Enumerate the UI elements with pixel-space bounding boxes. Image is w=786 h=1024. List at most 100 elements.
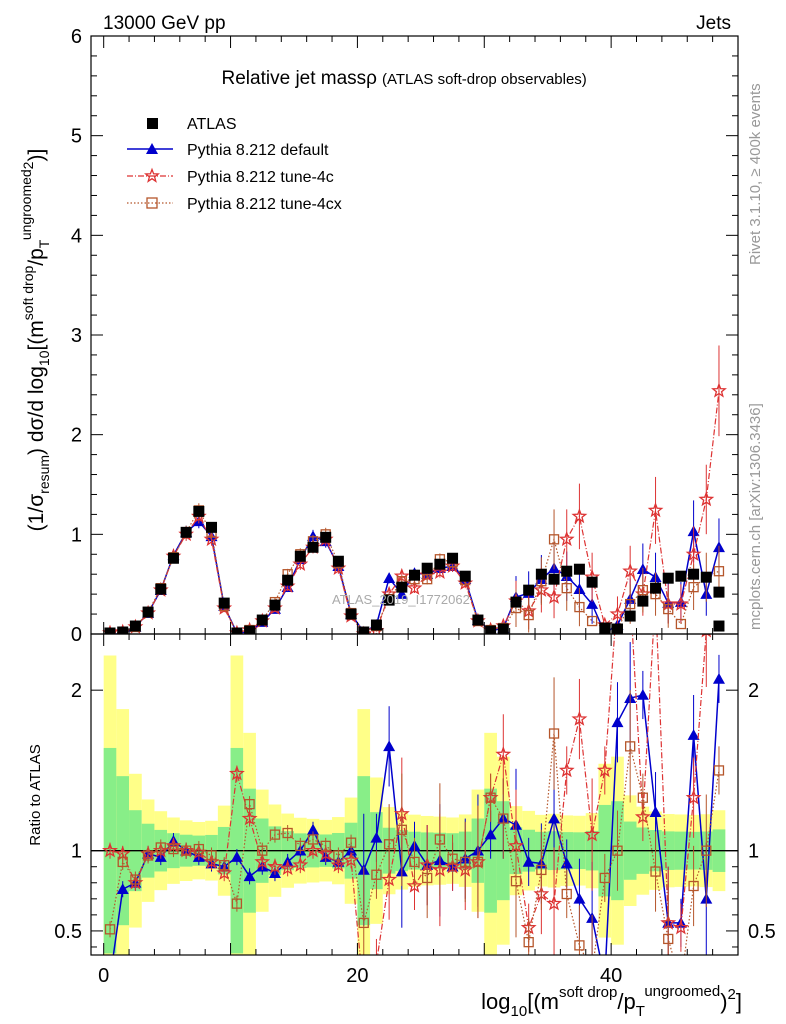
atlas-marker <box>256 614 268 626</box>
atlas-data-point <box>510 596 522 608</box>
atlas-data-point <box>294 550 306 562</box>
ratio-point-tune4cx <box>637 792 649 803</box>
atlas-marker <box>650 582 662 594</box>
atlas-marker <box>700 571 712 583</box>
atlas-data-point <box>167 552 179 564</box>
atlas-marker <box>497 623 509 634</box>
ratio-point-tune4cx <box>155 842 166 853</box>
atlas-data-point <box>383 594 395 606</box>
atlas-data-point <box>421 562 433 574</box>
ratio-point-tune4cx <box>206 850 217 861</box>
ratio-point-tune4cx <box>485 792 496 803</box>
ratio-point-tune4c <box>596 762 613 778</box>
atlas-data-point <box>320 531 332 543</box>
ratio-point-tune4cx <box>510 876 522 887</box>
atlas-marker <box>447 552 459 564</box>
point-tune4c <box>609 605 626 621</box>
ratio-point-tune4cx <box>333 850 344 861</box>
ratio-point-tune4c <box>228 765 245 781</box>
ratio-panel-series <box>91 634 738 955</box>
analysis-watermark: ATLAS_2019_I1772062 <box>332 592 470 607</box>
atlas-marker <box>637 595 649 607</box>
ratio-point-tune4cx <box>180 845 192 856</box>
atlas-marker <box>383 594 395 606</box>
atlas-marker <box>358 626 370 634</box>
ratio-point-tune4cx <box>523 937 534 948</box>
atlas-marker <box>307 541 319 553</box>
chart-title-main: Relative jet massρ <box>222 68 378 89</box>
atlas-data-point <box>497 623 509 634</box>
point-tune4c <box>571 508 588 524</box>
point-tune4cx <box>523 609 534 621</box>
atlas-data-point <box>675 570 687 582</box>
atlas-marker <box>611 623 623 634</box>
atlas-data-point <box>535 568 547 580</box>
x-tick-label: 0 <box>98 965 109 987</box>
y-tick-label-ratio: 1 <box>71 841 82 863</box>
x-tick-label: 20 <box>346 965 368 987</box>
point-tune4c <box>622 562 639 579</box>
atlas-data-point <box>561 565 573 577</box>
atlas-data-point <box>624 610 636 622</box>
y-tick-label-top: 1 <box>71 524 82 546</box>
atlas-data-point <box>206 521 218 533</box>
atlas-marker <box>104 627 116 634</box>
legend: ATLAS Pythia 8.212 default Pythia 8.212 … <box>127 116 342 213</box>
ratio-point-tune4cx <box>688 880 699 892</box>
ratio-point-tune4cx <box>396 824 407 835</box>
atlas-data-point <box>307 541 319 553</box>
legend-atlas-label: ATLAS <box>187 116 237 133</box>
atlas-marker <box>561 565 573 577</box>
atlas-data-point <box>409 569 420 581</box>
ratio-point-tune4c <box>672 919 689 935</box>
ratio-point-tune4cx <box>561 888 572 900</box>
ratio-point-tune4c <box>254 853 271 869</box>
atlas-marker <box>523 584 535 596</box>
legend-tune4cx-marker <box>146 197 158 209</box>
atlas-marker <box>586 576 598 588</box>
ratio-point-tune4cx <box>663 933 674 945</box>
ratio-point-tune4cx <box>219 859 230 871</box>
ratio-point-default <box>522 855 535 867</box>
atlas-data-point <box>523 584 535 596</box>
point-tune4c <box>546 588 562 604</box>
atlas-marker <box>434 558 446 570</box>
point-tune4c <box>558 530 575 547</box>
ratio-point-default <box>573 892 586 904</box>
atlas-data-point <box>573 563 585 575</box>
atlas-data-point <box>472 614 484 626</box>
atlas-marker <box>396 581 408 593</box>
ratio-point-tune4c <box>317 845 334 861</box>
point-tune4cx <box>675 618 687 630</box>
ratio-point-tune4c <box>102 842 118 858</box>
ratio-point-tune4cx <box>422 872 433 884</box>
atlas-data-point <box>599 622 611 634</box>
ratio-point-tune4cx <box>498 813 509 824</box>
ratio-point-tune4c <box>584 826 601 842</box>
atlas-data-point <box>282 574 294 586</box>
rivet-version-label: Rivet 3.1.10, ≥ 400k events <box>747 83 764 265</box>
atlas-marker <box>421 562 433 574</box>
point-tune4cx <box>574 601 585 613</box>
ratio-point-tune4cx <box>548 728 560 739</box>
ratio-point-tune4c <box>216 864 233 880</box>
ratio-point-default <box>560 857 573 869</box>
point-tune4c <box>672 595 689 611</box>
y-tick-label-ratio-right: 2 <box>748 680 759 702</box>
ratio-point-tune4cx <box>574 940 585 951</box>
ratio-point-tune4cx <box>345 837 357 848</box>
main-panel-series <box>102 345 727 634</box>
ratio-point-tune4cx <box>104 924 116 935</box>
ratio-point-tune4cx <box>269 829 281 840</box>
ratio-panel-frame <box>90 633 739 956</box>
ratio-point-tune4cx <box>117 856 128 868</box>
ratio-point-tune4cx <box>257 845 268 856</box>
y-tick-label-ratio: 0.5 <box>54 921 82 943</box>
ratio-point-default <box>687 729 700 740</box>
y-tick-label-ratio-right: 1 <box>748 841 759 863</box>
ratio-point-tune4c <box>558 762 575 778</box>
atlas-data-point <box>231 627 243 634</box>
ratio-point-tune4cx <box>142 850 154 861</box>
atlas-data-point <box>332 555 344 567</box>
